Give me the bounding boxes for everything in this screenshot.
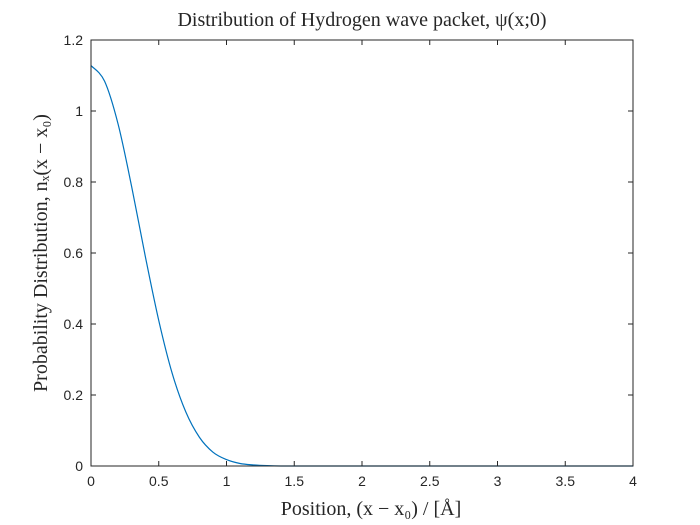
x-axis-label: Position, (x − x₀) / [Å] xyxy=(281,498,461,520)
y-tick-label: 0.4 xyxy=(64,316,84,332)
axes-box xyxy=(90,39,634,467)
x-tick-label: 4 xyxy=(629,473,637,489)
y-tick-label: 0.2 xyxy=(64,387,84,403)
plot-area xyxy=(91,40,633,466)
y-tick-label: 1.2 xyxy=(64,32,84,48)
x-tick-label: 3 xyxy=(494,473,502,489)
tick-label-layer: 0 0.5 1 1.5 2 2.5 3 3.5 4 0 0.2 0.4 0.6 0.8 1 1.2 xyxy=(64,32,638,489)
x-tick-label: 1 xyxy=(223,473,231,489)
x-tick-label: 2 xyxy=(358,473,366,489)
y-tick-label: 0.8 xyxy=(64,174,84,190)
y-tick-label: 0.6 xyxy=(64,245,84,261)
x-tick-label: 2.5 xyxy=(420,473,440,489)
y-tick-label: 1 xyxy=(75,103,83,119)
y-tick-label: 0 xyxy=(75,458,83,474)
chart-title: Distribution of Hydrogen wave packet, ψ(… xyxy=(177,9,546,31)
x-tick-label: 0.5 xyxy=(149,473,169,489)
x-tick-label: 1.5 xyxy=(285,473,305,489)
y-axis-label: Probability Distribution, nₓ(x − x₀) xyxy=(30,114,52,392)
x-tick-label: 3.5 xyxy=(556,473,576,489)
x-tick-label: 0 xyxy=(87,473,95,489)
